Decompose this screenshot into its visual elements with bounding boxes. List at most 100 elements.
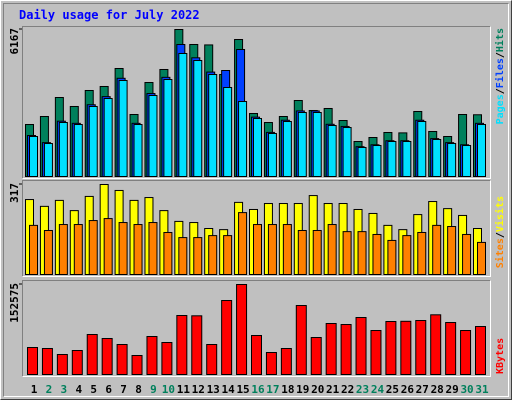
x-tick-label: 15 — [236, 383, 249, 396]
bar — [282, 121, 292, 177]
bar — [101, 338, 113, 375]
bar — [86, 334, 98, 376]
x-tick-label: 5 — [90, 383, 97, 396]
x-tick-label: 17 — [266, 383, 279, 396]
x-tick-label: 25 — [386, 383, 399, 396]
bar — [445, 322, 457, 375]
bar — [267, 132, 277, 178]
bar — [27, 347, 38, 375]
x-tick-label: 14 — [222, 383, 236, 396]
x-tick-label: 8 — [135, 383, 142, 396]
y-tick-label: 317 — [8, 183, 21, 203]
bar — [163, 79, 173, 177]
x-tick-label: 22 — [341, 383, 354, 396]
bar — [56, 354, 68, 375]
bar — [73, 124, 83, 178]
legend-separator: / — [495, 232, 506, 238]
x-tick-label: 29 — [446, 383, 459, 396]
bar — [280, 348, 292, 376]
bar — [370, 330, 382, 375]
legend-entry: KBytes — [495, 338, 506, 374]
bar — [387, 239, 397, 276]
x-tick-label: 19 — [296, 383, 309, 396]
bar — [447, 226, 457, 275]
bar — [327, 224, 337, 275]
bar — [475, 326, 486, 376]
x-tick-label: 28 — [431, 383, 444, 396]
bar — [41, 348, 53, 376]
border — [3, 3, 509, 397]
bar — [58, 224, 68, 275]
bar — [297, 111, 307, 177]
x-tick-label: 12 — [192, 383, 205, 396]
bar — [191, 315, 203, 376]
bar — [238, 212, 248, 275]
x-tick-label: 23 — [356, 383, 369, 396]
bar — [131, 355, 143, 375]
bar — [71, 350, 83, 376]
legend-entry: Visits — [494, 196, 506, 232]
bar — [146, 336, 158, 375]
bar — [327, 125, 337, 177]
bar — [103, 98, 113, 177]
bar — [462, 233, 472, 276]
x-tick-label: 6 — [105, 383, 112, 396]
plot-border — [22, 26, 491, 179]
bar — [325, 323, 337, 375]
bar — [432, 139, 442, 177]
bar — [163, 231, 173, 276]
bar — [267, 224, 277, 275]
bar — [295, 305, 307, 376]
bar — [58, 122, 68, 177]
bar — [193, 60, 203, 177]
x-tick-label: 2 — [46, 383, 53, 396]
bar — [161, 342, 173, 376]
bar — [385, 321, 397, 376]
bar — [415, 320, 427, 375]
bar — [462, 145, 472, 177]
x-tick-label: 10 — [162, 383, 175, 396]
bar — [402, 141, 412, 178]
bar — [400, 320, 412, 375]
bar — [148, 222, 158, 275]
bar — [178, 53, 188, 178]
x-tick-label: 4 — [75, 383, 82, 396]
x-tick-label: 26 — [401, 383, 415, 396]
legend-separator: / — [495, 88, 506, 94]
bar — [43, 229, 53, 276]
bar — [133, 124, 143, 178]
plot-border — [22, 280, 491, 377]
bar — [148, 95, 158, 177]
x-tick-label: 11 — [177, 383, 191, 396]
bar — [223, 86, 233, 177]
bar — [176, 315, 188, 375]
legend-entry: Files — [494, 58, 506, 88]
bar — [29, 224, 38, 276]
x-tick-label: 30 — [460, 383, 473, 396]
bar — [342, 231, 352, 275]
bar — [357, 146, 367, 178]
bar — [236, 284, 248, 375]
bar — [417, 231, 427, 276]
x-tick-label: 9 — [150, 383, 157, 396]
x-tick-label: 1 — [31, 383, 38, 396]
bar — [43, 143, 53, 177]
bar — [208, 235, 218, 275]
legend-entry: Pages — [495, 94, 506, 124]
bar — [265, 352, 277, 375]
bar — [223, 235, 233, 275]
bar — [133, 224, 143, 275]
plot-border — [22, 26, 491, 179]
plot-border — [22, 180, 491, 277]
plot-border — [22, 180, 491, 277]
bar — [432, 224, 442, 276]
bar — [238, 101, 248, 177]
bar — [282, 224, 292, 275]
bar — [417, 121, 427, 177]
legend-entry: Sites — [494, 238, 506, 268]
bar — [340, 324, 352, 375]
x-tick-label: 13 — [207, 383, 220, 396]
bar — [460, 330, 472, 375]
bar — [312, 229, 322, 276]
